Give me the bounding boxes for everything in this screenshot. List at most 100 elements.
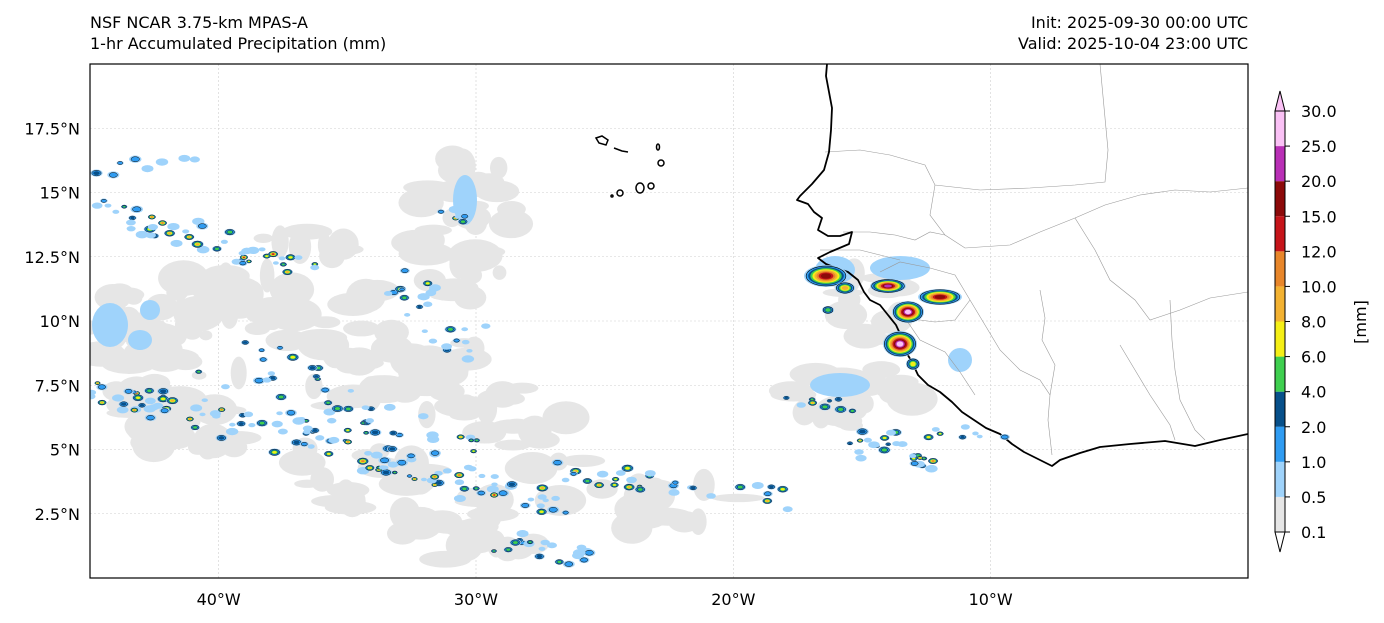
convective-cell — [960, 435, 965, 439]
convective-cell — [540, 486, 545, 490]
precip-patch — [810, 373, 870, 397]
convective-cell — [596, 470, 609, 478]
convective-cell — [258, 247, 266, 252]
storm-cell — [910, 361, 916, 367]
light-precip-area — [711, 493, 765, 503]
convective-cell — [463, 464, 474, 471]
convective-cell — [404, 313, 411, 317]
convective-cell — [486, 485, 499, 493]
colorbar-tick-label: 6.0 — [1301, 348, 1326, 367]
convective-cell — [433, 484, 436, 486]
convective-cell — [170, 239, 183, 247]
convective-cell — [262, 377, 272, 383]
convective-cell — [346, 429, 350, 432]
colorbar-under-arrow — [1274, 531, 1286, 553]
convective-cell — [221, 384, 230, 390]
convective-cell — [972, 431, 979, 436]
convective-cell — [859, 429, 866, 434]
convective-cell — [811, 402, 815, 404]
convective-cell — [461, 355, 475, 363]
storm-cell — [825, 308, 831, 312]
convective-cell — [551, 495, 560, 501]
light-precip-area — [191, 370, 207, 380]
storm-cell — [884, 284, 892, 288]
convective-cell — [810, 398, 814, 401]
convective-cell — [197, 370, 201, 373]
convective-cell — [292, 417, 305, 425]
convective-cell — [243, 341, 248, 344]
convective-cell — [193, 426, 198, 429]
colorbar-tick-label: 12.0 — [1301, 242, 1337, 261]
convective-cell — [796, 402, 806, 408]
convective-cell — [132, 206, 142, 213]
convective-cell — [516, 530, 529, 538]
colorbar-segment — [1275, 321, 1285, 357]
convective-cell — [145, 232, 156, 239]
convective-cell — [625, 466, 630, 470]
convective-cell — [97, 384, 106, 390]
light-precip-area — [105, 283, 134, 302]
convective-cell — [886, 443, 890, 446]
convective-cell — [850, 409, 855, 412]
convective-cell — [780, 488, 785, 491]
convective-cell — [737, 485, 743, 489]
light-precip-area — [216, 276, 259, 296]
light-precip-area — [892, 387, 914, 404]
convective-cell — [475, 439, 479, 442]
convective-cell — [938, 432, 942, 435]
convective-cell — [195, 243, 200, 246]
convective-cell — [493, 494, 496, 496]
convective-cell — [326, 452, 331, 455]
convective-cell — [460, 220, 466, 223]
convective-cell — [160, 397, 166, 401]
convective-cell — [868, 441, 880, 449]
light-precip-area — [370, 334, 414, 363]
convective-cell — [441, 343, 453, 350]
colorbar-tick-label: 0.1 — [1301, 523, 1326, 542]
convective-cell — [199, 412, 206, 417]
convective-cell — [576, 544, 587, 551]
colorbar-tick-label: 1.0 — [1301, 453, 1326, 472]
convective-cell — [220, 409, 223, 411]
light-precip-area — [444, 519, 471, 537]
precip-patch — [140, 300, 160, 320]
convective-cell — [892, 441, 901, 447]
colorbar-tick-label: 20.0 — [1301, 172, 1337, 191]
light-precip-area — [217, 266, 237, 281]
convective-cell — [478, 473, 486, 479]
light-precip-area — [489, 156, 508, 179]
convective-cell — [922, 457, 926, 460]
convective-cell — [189, 156, 200, 163]
convective-cell — [769, 485, 774, 489]
precip-patch — [92, 303, 128, 347]
convective-cell — [442, 468, 452, 474]
convective-cell — [220, 239, 228, 244]
light-precip-area — [281, 459, 316, 472]
convective-cell — [584, 550, 594, 556]
convective-cell — [304, 419, 308, 422]
colorbar-tick-label: 2.0 — [1301, 418, 1326, 437]
convective-cell — [916, 454, 920, 457]
lon-tick-label: 40°W — [197, 590, 241, 609]
convective-cell — [197, 223, 207, 229]
convective-cell — [91, 202, 103, 209]
convective-cell — [270, 376, 276, 380]
convective-cell — [242, 256, 245, 258]
convective-cell — [147, 223, 159, 231]
convective-cell — [390, 431, 396, 435]
convective-cell — [764, 491, 772, 497]
convective-cell — [267, 371, 276, 376]
convective-cell — [315, 435, 325, 441]
convective-cell — [454, 479, 465, 486]
map-frame — [89, 63, 1249, 579]
colorbar-tick-label: 30.0 — [1301, 102, 1337, 121]
convective-cell — [474, 487, 478, 490]
convective-cell — [380, 457, 390, 464]
convective-cell — [380, 465, 389, 470]
convective-cell — [137, 230, 146, 236]
light-precip-area — [534, 484, 587, 516]
convective-cell — [542, 498, 549, 503]
convective-cell — [960, 424, 970, 430]
field-title: 1-hr Accumulated Precipitation (mm) — [90, 34, 387, 53]
precip-patch — [453, 175, 477, 225]
